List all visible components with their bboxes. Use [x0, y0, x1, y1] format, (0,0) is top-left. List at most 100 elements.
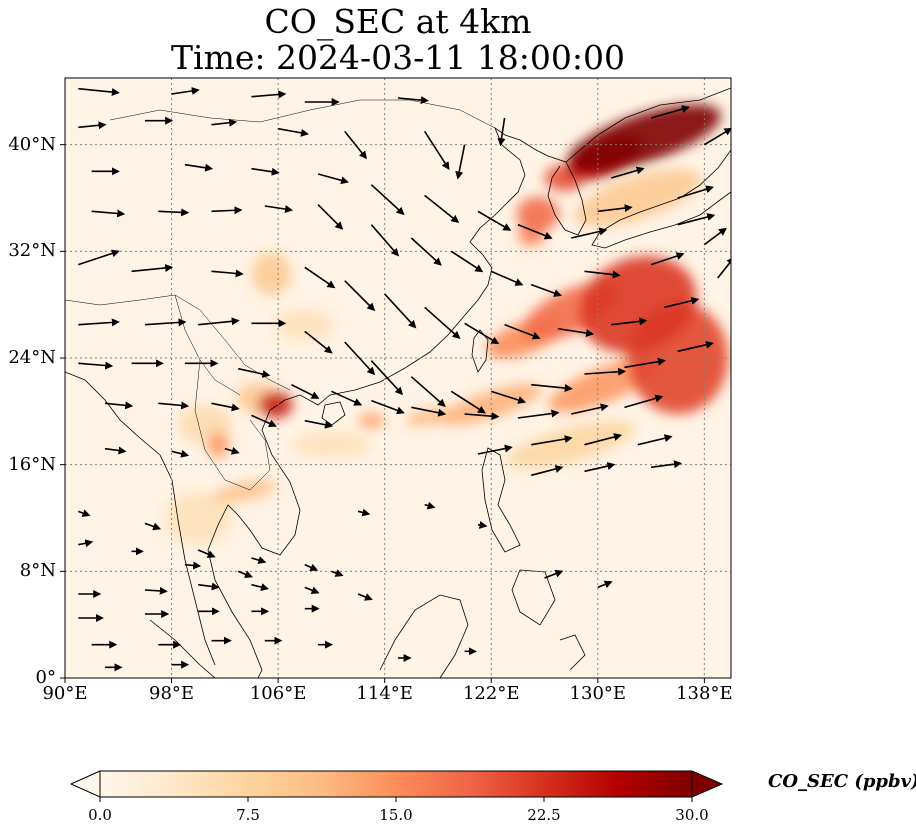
- colorbar-min-extend: [69, 770, 101, 798]
- lon-tick-label: 98°E: [149, 683, 195, 704]
- wind-arrow: [370, 224, 400, 257]
- co-plume: [275, 308, 335, 341]
- wind-arrow: [703, 227, 727, 246]
- wind-arrow: [477, 444, 513, 455]
- wind-arrow: [171, 86, 200, 95]
- coastline-bay-of-bengal: [65, 371, 216, 666]
- wind-arrow: [304, 419, 333, 429]
- coastline-hainan: [321, 401, 346, 426]
- wind-arrow: [277, 127, 309, 137]
- wind-arrow: [624, 357, 666, 369]
- wind-arrow: [464, 412, 500, 421]
- wind-arrow: [357, 593, 373, 601]
- co-plume: [516, 196, 560, 232]
- wind-arrow: [570, 227, 608, 239]
- wind-arrow: [211, 269, 244, 278]
- wind-arrow: [197, 549, 216, 558]
- wind-arrow: [530, 465, 564, 477]
- colorbar-tick-label: 15.0: [379, 806, 413, 824]
- lon-tick-label: 114°E: [356, 683, 413, 704]
- wind-arrow: [371, 399, 405, 415]
- coastlines: [65, 87, 731, 678]
- coastline-mindanao: [511, 569, 556, 626]
- wind-vectors: [78, 86, 731, 672]
- wind-arrow: [650, 460, 682, 469]
- coastline-taiwan: [471, 329, 489, 373]
- wind-arrow: [423, 130, 450, 171]
- wind-arrow: [211, 402, 240, 412]
- wind-arrow: [570, 403, 609, 415]
- wind-arrow: [344, 341, 376, 376]
- wind-arrow: [264, 205, 294, 214]
- wind-arrow: [584, 433, 622, 446]
- lat-tick-label: 24°N: [8, 347, 56, 368]
- lat-tick-label: 8°N: [19, 560, 56, 582]
- coastline-korea: [547, 161, 587, 236]
- wind-arrow: [331, 569, 344, 577]
- wind-arrow: [104, 446, 127, 455]
- wind-arrow: [104, 401, 134, 410]
- wind-arrow: [184, 561, 202, 570]
- wind-arrow: [531, 383, 573, 393]
- wind-arrow: [78, 318, 120, 327]
- wind-arrow: [198, 317, 240, 326]
- colorbar-max-extend: [691, 770, 724, 798]
- map-area: [65, 78, 731, 678]
- wind-arrow: [410, 376, 446, 408]
- co-plume: [258, 391, 293, 418]
- lon-tick-label: 130°E: [569, 683, 627, 704]
- wind-arrow: [530, 283, 563, 297]
- wind-arrow: [597, 204, 633, 213]
- wind-arrow: [517, 409, 560, 419]
- wind-arrow: [497, 117, 506, 147]
- wind-arrow: [251, 414, 277, 428]
- gridlines: [65, 78, 731, 678]
- lat-tick-label: 40°N: [8, 133, 56, 155]
- lon-tick-label: 138°E: [676, 683, 733, 704]
- wind-arrow: [131, 263, 174, 273]
- wind-arrow: [251, 167, 280, 176]
- lon-tick-label: 122°E: [462, 683, 520, 704]
- wind-arrow: [78, 249, 120, 266]
- colorbar-tick-label: 7.5: [236, 806, 260, 824]
- co-plume: [291, 431, 372, 458]
- lon-tick-label: 106°E: [249, 683, 307, 704]
- co-plume: [164, 491, 232, 545]
- wind-arrow: [597, 580, 613, 589]
- wind-arrow: [198, 582, 220, 591]
- wind-arrow: [650, 252, 685, 266]
- chart-title: CO_SEC at 4km: [264, 2, 532, 41]
- wind-arrow: [304, 266, 336, 289]
- coastline-japan: [591, 149, 731, 249]
- wind-arrow: [384, 293, 417, 329]
- wind-arrow: [464, 322, 500, 345]
- wind-arrow: [304, 586, 320, 595]
- wind-arrow: [237, 367, 271, 378]
- wind-arrow: [677, 213, 716, 226]
- wind-arrow: [224, 446, 240, 455]
- wind-arrow: [424, 194, 460, 224]
- lat-tick-label: 32°N: [8, 240, 56, 262]
- country-borders: [65, 99, 496, 491]
- wind-arrow: [78, 539, 94, 548]
- wind-arrow: [144, 522, 162, 531]
- wind-arrow: [504, 323, 541, 340]
- wind-arrow: [78, 87, 120, 97]
- wind-arrow: [410, 237, 442, 266]
- wind-arrow: [78, 361, 114, 370]
- wind-arrow: [251, 556, 267, 564]
- wind-arrow: [544, 569, 564, 579]
- map-frame: [64, 77, 732, 679]
- co-plume: [574, 169, 702, 227]
- wind-arrow: [490, 390, 527, 404]
- wind-arrow: [490, 270, 524, 286]
- colorbar: [69, 770, 724, 802]
- wind-arrow: [251, 583, 270, 591]
- co-plume: [207, 431, 229, 458]
- wind-arrow: [211, 118, 238, 127]
- axis-ticks: [60, 144, 705, 683]
- coastline-sulawesi: [559, 634, 586, 671]
- wind-arrow: [158, 208, 190, 217]
- co-plume: [212, 479, 278, 503]
- wind-arrow: [370, 184, 405, 216]
